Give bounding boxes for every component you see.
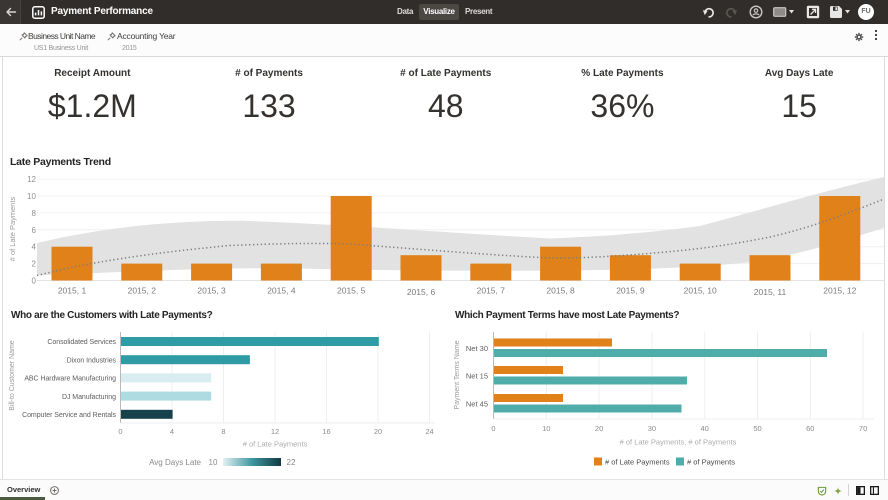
svg-text:0: 0	[118, 427, 122, 436]
svg-text:0: 0	[32, 277, 37, 286]
svg-text:40: 40	[701, 424, 709, 433]
svg-text:# of Late Payments: # of Late Payments	[605, 458, 670, 467]
svg-text:24: 24	[425, 427, 433, 436]
svg-text:2: 2	[32, 260, 37, 269]
svg-text:# of Late Payments, # of Payme: # of Late Payments, # of Payments	[620, 438, 737, 447]
svg-text:4: 4	[170, 427, 174, 436]
svg-text:70: 70	[859, 424, 867, 433]
svg-text:10: 10	[542, 424, 550, 433]
svg-text:10: 10	[209, 458, 218, 467]
svg-text:2015, 1: 2015, 1	[58, 286, 87, 296]
svg-text:# of Late Payments: # of Late Payments	[8, 196, 17, 261]
svg-text:12: 12	[27, 175, 36, 184]
svg-text:Computer Service and Rentals: Computer Service and Rentals	[22, 412, 116, 419]
svg-text:22: 22	[287, 458, 296, 467]
svg-text:2015, 4: 2015, 4	[267, 286, 296, 296]
svg-text:20: 20	[595, 424, 603, 433]
svg-text:0: 0	[491, 424, 495, 433]
svg-text:# of Payments: # of Payments	[687, 458, 735, 467]
svg-text:2015, 10: 2015, 10	[684, 286, 717, 296]
svg-text:30: 30	[648, 424, 656, 433]
svg-text:Avg Days Late: Avg Days Late	[149, 458, 201, 467]
svg-text:2015, 9: 2015, 9	[616, 286, 645, 296]
svg-text:4: 4	[32, 243, 37, 252]
svg-text:ABC Hardware Manufacturing: ABC Hardware Manufacturing	[24, 376, 116, 383]
svg-text:20: 20	[374, 427, 382, 436]
svg-text:2015, 11: 2015, 11	[754, 287, 787, 297]
svg-text:Net 30: Net 30	[466, 344, 488, 353]
svg-text:Dixon Industries: Dixon Industries	[67, 357, 117, 364]
svg-text:Net 15: Net 15	[466, 372, 488, 381]
svg-text:Net 45: Net 45	[466, 400, 488, 409]
svg-text:2015, 7: 2015, 7	[477, 286, 506, 296]
svg-text:2015, 3: 2015, 3	[197, 286, 226, 296]
svg-text:2015, 12: 2015, 12	[823, 286, 856, 296]
svg-text:60: 60	[806, 424, 814, 433]
svg-text:2015, 5: 2015, 5	[337, 286, 366, 296]
svg-text:12: 12	[271, 427, 279, 436]
svg-text:8: 8	[32, 209, 37, 218]
svg-text:2015, 8: 2015, 8	[546, 286, 575, 296]
svg-text:Consolidated Services: Consolidated Services	[47, 339, 116, 346]
svg-text:# of Late Payments: # of Late Payments	[243, 440, 308, 449]
svg-text:50: 50	[753, 424, 761, 433]
svg-text:Payment Terms Name: Payment Terms Name	[454, 340, 461, 409]
svg-text:6: 6	[32, 226, 37, 235]
svg-text:16: 16	[322, 427, 330, 436]
svg-text:10: 10	[27, 192, 36, 201]
svg-text:DJ Manufacturing: DJ Manufacturing	[62, 394, 116, 401]
svg-text:8: 8	[221, 427, 225, 436]
svg-text:Bill-to Customer Name: Bill-to Customer Name	[9, 340, 16, 411]
svg-text:2015, 2: 2015, 2	[128, 286, 157, 296]
svg-text:2015, 6: 2015, 6	[407, 287, 436, 297]
